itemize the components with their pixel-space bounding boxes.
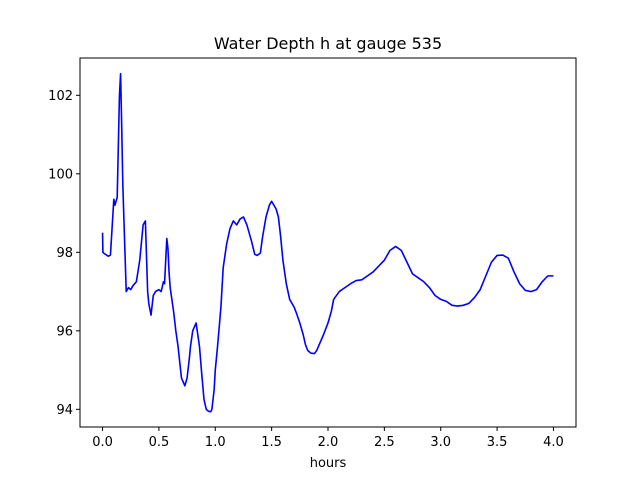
- x-tick-label: 2.0: [318, 435, 339, 450]
- y-tick-label: 100: [48, 167, 73, 182]
- x-tick-label: 3.0: [430, 435, 451, 450]
- ticks-layer: 0.0 0.5 1.0 1.5 2.0 2.5 3.0 3.5 4.0 94 96 98 100 102: [48, 89, 564, 450]
- x-tick-label: 3.5: [487, 435, 508, 450]
- y-tick-label: 102: [48, 89, 73, 104]
- x-axis-label: hours: [310, 456, 347, 471]
- x-tick-label: 0.5: [149, 435, 170, 450]
- plot-frame: [79, 57, 577, 428]
- chart-title: Water Depth h at gauge 535: [214, 34, 442, 53]
- x-tick-label: 0.0: [92, 435, 113, 450]
- x-tick-label: 4.0: [543, 435, 564, 450]
- y-tick-label: 96: [56, 324, 73, 339]
- x-tick-label: 2.5: [374, 435, 395, 450]
- x-tick-label: 1.5: [261, 435, 282, 450]
- y-tick-label: 98: [56, 246, 73, 261]
- x-tick-label: 1.0: [205, 435, 226, 450]
- series-line-0: [101, 72, 554, 413]
- y-tick-label: 94: [56, 403, 73, 418]
- series-layer: [101, 72, 554, 413]
